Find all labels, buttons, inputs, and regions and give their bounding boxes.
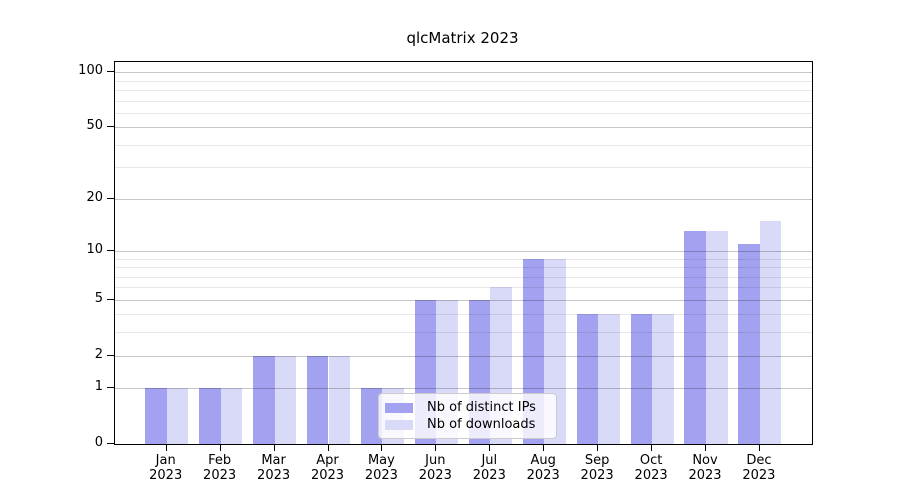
y-tick [107,387,114,389]
bar-distinct-ips [630,314,653,444]
x-tick [543,444,545,451]
bar-distinct-ips [576,314,599,444]
gridline-minor [115,112,812,114]
bar-distinct-ips [253,355,275,444]
y-tick [107,249,114,251]
legend-item-distinct-ips: Nb of distinct IPs [385,399,548,416]
x-tick-label: Aug 2023 [526,453,560,483]
gridline-minor [115,287,812,289]
x-tick-label: Apr 2023 [310,453,345,483]
bar-downloads [220,388,243,444]
gridline-minor [115,167,812,169]
gridline-minor [115,90,812,91]
x-tick [273,444,275,451]
y-tick-label: 2 [94,346,103,362]
x-tick [435,444,437,451]
gridline-major [115,388,812,390]
y-tick [107,126,114,128]
legend-item-downloads: Nb of downloads [385,416,548,433]
x-tick-label: Jul 2023 [472,453,506,483]
y-tick-label: 1 [94,379,103,395]
x-tick [651,444,653,451]
bar-downloads [166,388,189,444]
gridline-minor [115,80,812,82]
bar-downloads [759,220,782,444]
plot-area [114,61,813,445]
x-tick-label: Dec 2023 [742,453,776,483]
y-tick-label: 20 [86,189,103,205]
x-tick [758,444,760,451]
bar-distinct-ips [360,388,383,444]
y-tick-label: 0 [94,435,103,450]
x-tick-label: Oct 2023 [634,453,668,483]
x-tick [705,444,706,451]
gridline-major [115,355,812,357]
x-tick [381,444,383,451]
x-tick-label: Sep 2023 [580,453,614,483]
legend-label-downloads: Nb of downloads [427,417,536,432]
y-tick [107,443,114,444]
y-tick-label: 5 [94,290,103,306]
x-tick-label: Nov 2023 [688,453,722,483]
gridline-major [115,250,812,252]
y-tick-label: 50 [86,118,103,134]
gridline-minor [115,267,812,268]
gridline-major [115,72,812,74]
gridline-major [115,127,812,129]
chart-title: qlcMatrix 2023 [406,29,519,47]
x-tick-label: Feb 2023 [203,453,237,483]
x-tick [597,444,599,451]
bar-distinct-ips [306,355,329,444]
x-tick-label: Jan 2023 [149,453,183,483]
legend-swatch-distinct-ips [385,402,413,413]
gridline-minor [115,314,812,316]
bar-distinct-ips [145,388,167,444]
bar-distinct-ips [199,388,221,444]
gridline-minor [115,276,812,278]
x-tick-label: May 2023 [364,453,398,483]
x-tick [489,444,491,451]
bar-downloads [706,231,728,444]
gridline-minor [115,144,812,146]
y-tick [107,298,114,300]
y-tick [107,354,114,356]
bar-downloads [274,355,297,444]
gridline-major [115,198,812,200]
x-tick [165,444,167,451]
x-tick [327,444,329,451]
x-tick-label: Mar 2023 [257,453,291,483]
y-tick [107,197,114,199]
y-tick-label: 10 [86,241,103,257]
gridline-minor [115,332,812,334]
bar-downloads [328,355,351,444]
bar-downloads [598,314,620,444]
gridline-minor [115,100,812,102]
bar-distinct-ips [684,231,706,444]
bar-distinct-ips [738,243,760,444]
y-tick [107,71,114,73]
gridline-major [115,299,812,301]
gridline-minor [115,258,812,260]
x-tick [219,444,221,451]
legend-label-distinct-ips: Nb of distinct IPs [427,400,536,415]
y-tick-label: 100 [78,63,103,79]
legend-swatch-downloads [385,419,413,430]
legend: Nb of distinct IPs Nb of downloads [378,393,557,439]
bar-downloads [652,314,674,444]
x-tick-label: Jun 2023 [418,453,452,483]
